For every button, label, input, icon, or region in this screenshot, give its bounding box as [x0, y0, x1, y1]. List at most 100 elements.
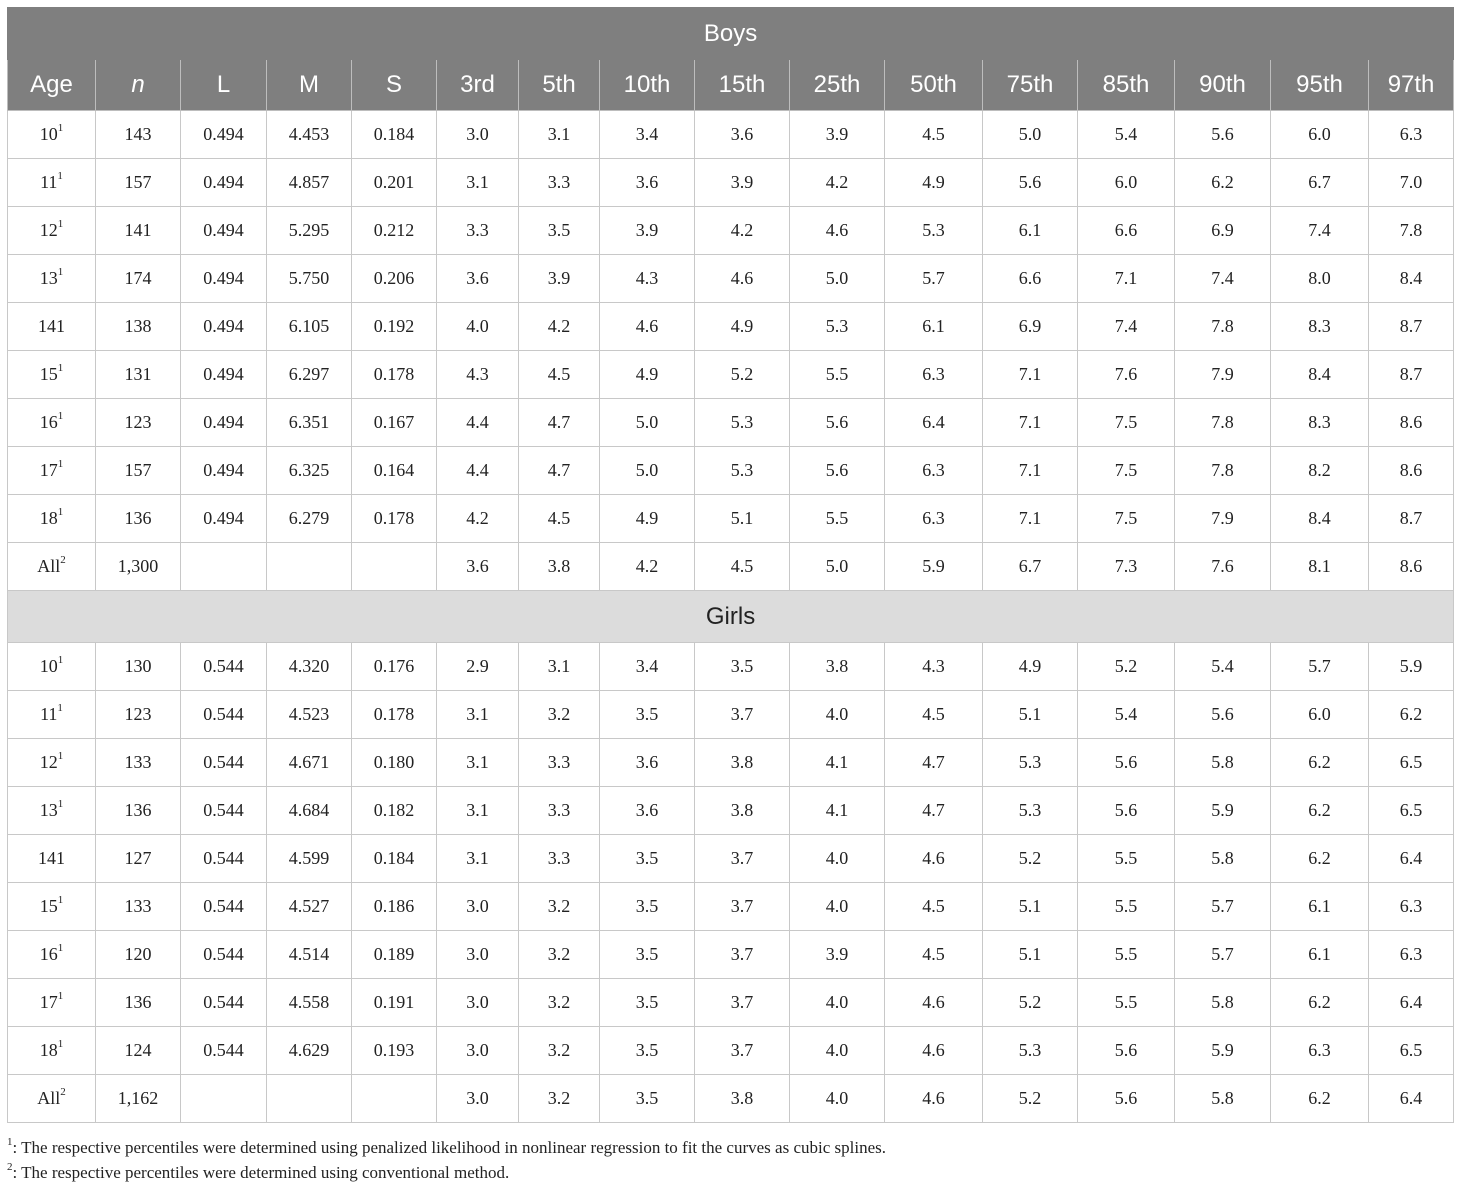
- age-value: 12: [39, 220, 58, 240]
- column-header: S: [351, 59, 437, 111]
- table-row: 151 131 0.494 6.297 0.178 4.3 4.5 4.9 5.2 5.5 6.3 7…: [7, 350, 1455, 399]
- footnote-marker: 1: [57, 122, 64, 134]
- age-value: 10: [39, 124, 58, 144]
- table-cell: 4.0: [789, 834, 885, 883]
- column-header: 15th: [694, 59, 790, 111]
- table-cell: 4.7: [518, 398, 600, 447]
- table-cell: 8.4: [1270, 350, 1369, 399]
- table-cell: 3.9: [789, 110, 885, 159]
- table-cell: 6.6: [1077, 206, 1175, 255]
- footnote-marker: 1: [57, 506, 64, 518]
- table-cell: 4.2: [436, 494, 519, 543]
- table-cell: 3.5: [599, 690, 695, 739]
- age-cell: 111: [7, 158, 96, 207]
- table-row: 131 136 0.544 4.684 0.182 3.1 3.3 3.6 3.8 4.1 4.7 5…: [7, 786, 1455, 835]
- table-cell: 6.2: [1270, 1074, 1369, 1123]
- table-cell: 6.297: [266, 350, 352, 399]
- table-cell: 3.1: [436, 690, 519, 739]
- column-header: 50th: [884, 59, 983, 111]
- table-cell: 1,162: [95, 1074, 181, 1123]
- table-cell: 5.9: [1174, 786, 1271, 835]
- table-cell: 0.176: [351, 642, 437, 691]
- table-cell: 0.193: [351, 1026, 437, 1075]
- age-value: All: [37, 1088, 61, 1108]
- table-cell: 5.5: [789, 494, 885, 543]
- table-cell: 8.6: [1367, 542, 1455, 591]
- age-cell: 171: [7, 446, 96, 495]
- table-cell: 3.0: [436, 1074, 519, 1123]
- table-cell: 3.6: [436, 254, 519, 303]
- table-cell: 3.6: [599, 738, 695, 787]
- table-cell: 5.9: [1174, 1026, 1271, 1075]
- table-cell: 4.629: [266, 1026, 352, 1075]
- table-row: 171 157 0.494 6.325 0.164 4.4 4.7 5.0 5.3 5.6 6.3 7…: [7, 446, 1455, 495]
- table-cell: 4.857: [266, 158, 352, 207]
- table-cell: 4.6: [884, 1026, 983, 1075]
- table-cell: 4.5: [518, 494, 600, 543]
- table-cell: 3.7: [694, 882, 790, 931]
- table-cell: 4.0: [789, 1074, 885, 1123]
- table-cell: 7.0: [1367, 158, 1455, 207]
- footnote-marker: 1: [57, 1038, 64, 1050]
- footnote-mark: 1: [7, 1136, 13, 1149]
- table-cell: 8.7: [1367, 302, 1455, 351]
- table-cell: 174: [95, 254, 181, 303]
- age-value: All: [37, 556, 61, 576]
- table-cell: 4.9: [982, 642, 1078, 691]
- age-value: 16: [39, 944, 58, 964]
- table-cell: 5.6: [1077, 786, 1175, 835]
- footnote-marker: 1: [57, 798, 64, 810]
- section-title: Girls: [6, 590, 1455, 643]
- footnote-marker: 1: [57, 362, 64, 374]
- age-value: 17: [39, 992, 58, 1012]
- table-cell: 136: [95, 494, 181, 543]
- column-header: 3rd: [436, 59, 519, 111]
- table-cell: 3.5: [694, 642, 790, 691]
- footnote-marker: 1: [57, 894, 64, 906]
- table-cell: 6.2: [1270, 834, 1369, 883]
- table-cell: 6.325: [266, 446, 352, 495]
- table-cell: 7.1: [982, 398, 1078, 447]
- table-row: All2 1,162 3.0 3.2 3.5 3.8 4.0 4.6 5.2 5.6 5.8 6.2 6…: [7, 1074, 1455, 1123]
- table-cell: 3.3: [518, 738, 600, 787]
- table-row: 131 174 0.494 5.750 0.206 3.6 3.9 4.3 4.6 5.0 5.7 6…: [7, 254, 1455, 303]
- table-cell: 5.6: [1077, 738, 1175, 787]
- table-row: 141 138 0.494 6.105 0.192 4.0 4.2 4.6 4.9 5.3 6.1 6…: [7, 302, 1455, 351]
- table-cell: 5.6: [789, 398, 885, 447]
- footnote-marker: 1: [57, 218, 64, 230]
- table-cell: 4.6: [884, 834, 983, 883]
- table-cell: 136: [95, 786, 181, 835]
- table-cell: 0.494: [180, 206, 267, 255]
- table-cell: 4.0: [789, 1026, 885, 1075]
- table-cell: 7.9: [1174, 350, 1271, 399]
- column-header: L: [180, 59, 267, 111]
- table-cell: [266, 542, 352, 591]
- footnote-marker: 2: [60, 554, 66, 566]
- table-cell: 5.3: [884, 206, 983, 255]
- table-cell: 7.5: [1077, 398, 1175, 447]
- table-cell: 3.9: [518, 254, 600, 303]
- table-cell: 0.494: [180, 254, 267, 303]
- age-cell: 181: [7, 1026, 96, 1075]
- table-cell: 3.2: [518, 1074, 600, 1123]
- table-cell: 6.5: [1367, 1026, 1455, 1075]
- table-cell: 3.5: [599, 1026, 695, 1075]
- table-cell: 6.3: [1367, 110, 1455, 159]
- table-cell: 4.6: [694, 254, 790, 303]
- table-cell: 3.7: [694, 834, 790, 883]
- age-cell: 151: [7, 350, 96, 399]
- table-cell: 0.178: [351, 494, 437, 543]
- table-cell: 6.2: [1270, 738, 1369, 787]
- table-cell: 4.558: [266, 978, 352, 1027]
- table-row: 111 157 0.494 4.857 0.201 3.1 3.3 3.6 3.9 4.2 4.9 5…: [7, 158, 1455, 207]
- table-cell: 3.2: [518, 1026, 600, 1075]
- table-cell: 3.8: [518, 542, 600, 591]
- percentile-table: Boys Age n L M S 3rd 5th 10th 15th 25th 50th 75th 85t…: [6, 7, 1455, 1123]
- table-cell: 5.6: [1077, 1026, 1175, 1075]
- table-cell: 6.2: [1270, 978, 1369, 1027]
- table-cell: 8.3: [1270, 398, 1369, 447]
- table-cell: 4.2: [694, 206, 790, 255]
- table-cell: 3.8: [789, 642, 885, 691]
- table-cell: 5.4: [1077, 690, 1175, 739]
- table-cell: 4.684: [266, 786, 352, 835]
